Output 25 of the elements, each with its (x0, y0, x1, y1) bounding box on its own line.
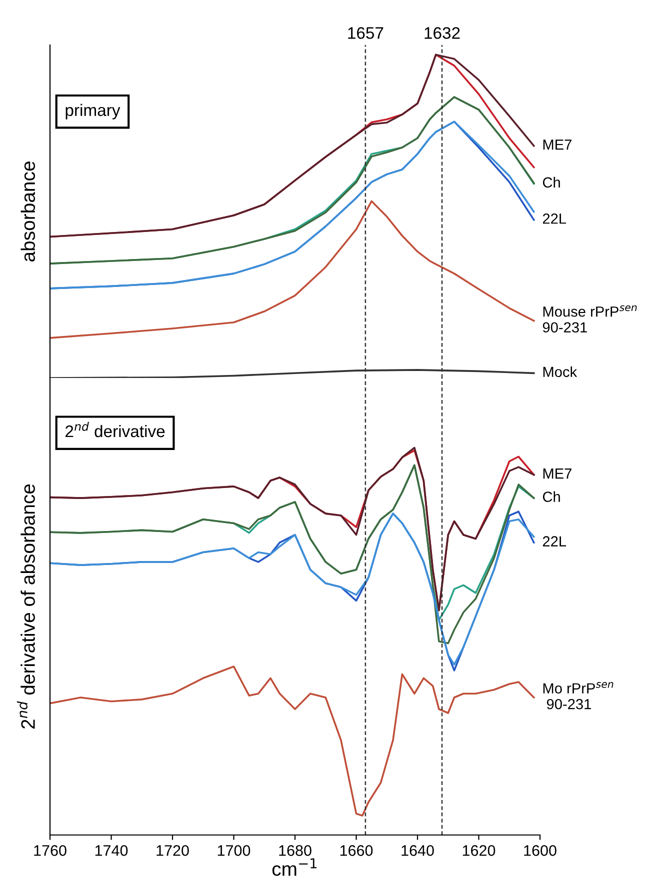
x-tick-label: 1720 (156, 845, 189, 856)
x-tick-label: 1640 (402, 845, 434, 856)
series-label: Ch (542, 491, 560, 502)
x-tick-label: 1620 (462, 845, 496, 856)
annotation: primary (66, 104, 120, 120)
series-label: 22L (542, 536, 566, 546)
text: 2$^{nd}$ derivative (66, 422, 165, 438)
x-tick-label: 1680 (279, 845, 312, 856)
x-tick-label: 1700 (218, 845, 250, 856)
series-label: Ch (542, 176, 560, 188)
ref-line-label: 1657 (348, 27, 384, 39)
x-tick-label: 1760 (34, 845, 66, 856)
series-label: 22L (542, 213, 566, 224)
series-label: Mo rPrP$^{sen}$ 90-231 (543, 682, 614, 710)
series-label: ME7 (543, 140, 572, 150)
x-axis-title: cm$^{−1}$ (272, 858, 316, 876)
x-tick-label: 1600 (524, 845, 556, 856)
text: Mouse rPrP$^{sen}$ 90-231 (542, 305, 637, 333)
x-tick-label: 1660 (340, 845, 373, 856)
ref-line-label: 1632 (424, 27, 460, 39)
series-label: ME7 (543, 468, 572, 479)
y-axis-title: absorbance (20, 162, 36, 262)
y-axis-title: 2$^{nd}$ derivative of absorbance (16, 484, 35, 729)
series-label: Mock (543, 366, 578, 378)
x-tick-label: 1740 (95, 845, 128, 856)
